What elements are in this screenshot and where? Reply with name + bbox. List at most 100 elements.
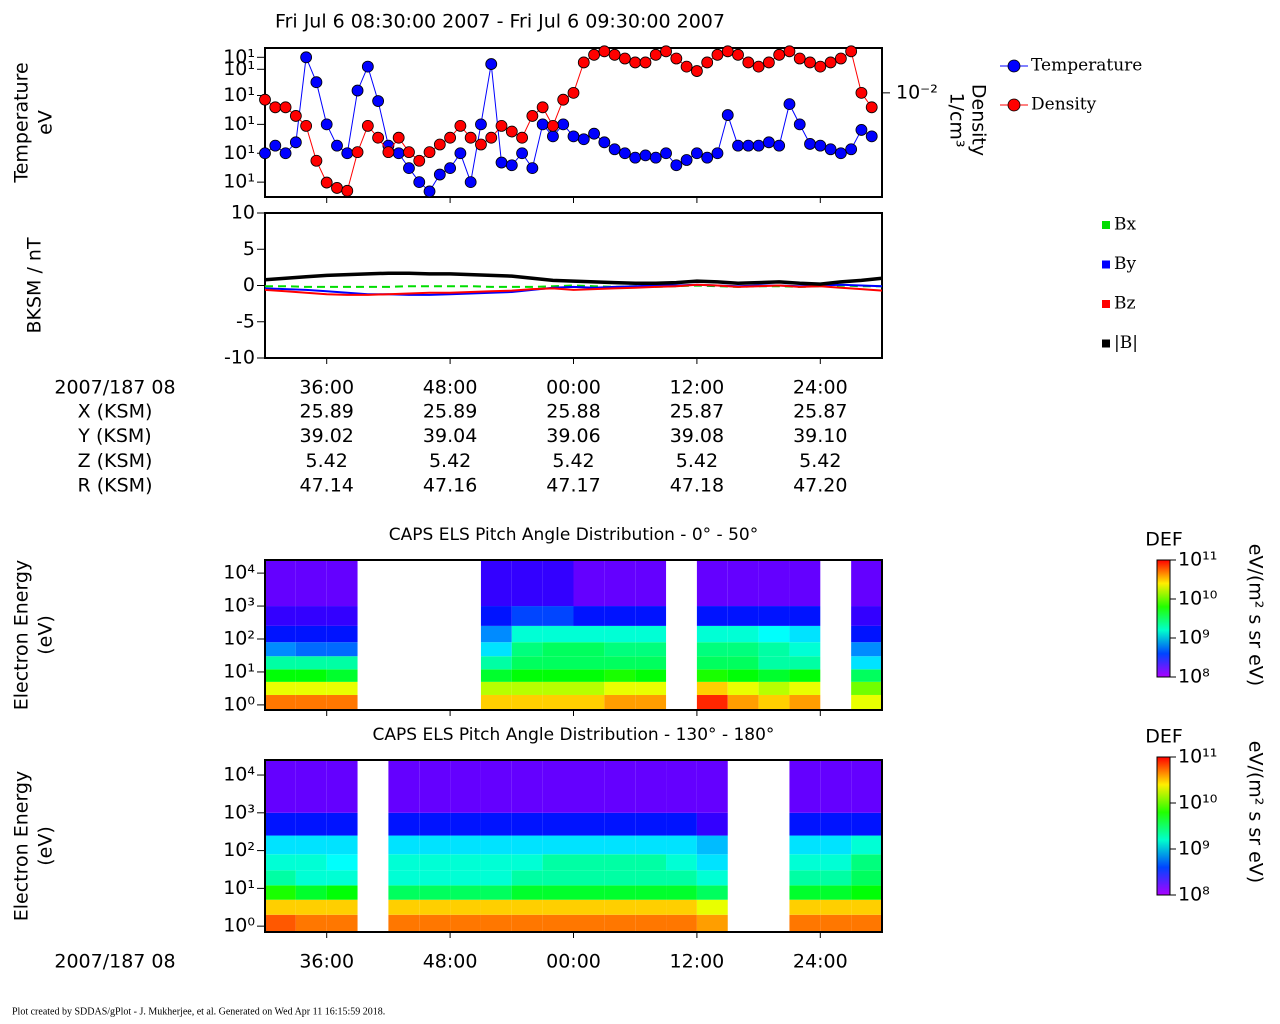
y-axis-label: Electron Energy [11,560,33,711]
data-point [701,151,714,164]
y-axis-label: (eV) [35,615,57,655]
heatmap-cell [696,694,728,710]
heatmap-cell [573,560,605,607]
heatmap-cell [388,899,420,915]
data-point [752,139,765,152]
heatmap-cell [265,914,296,932]
y-tick-label: 10¹ [223,877,255,899]
ephemeris-value: 5.42 [429,450,471,472]
heatmap-cell [666,760,697,813]
heatmap-cell [419,914,451,932]
ephemeris-value: 5.42 [306,450,348,472]
data-point [300,120,313,132]
y-tick-label: 0 [243,274,255,296]
heatmap-cell [480,606,512,626]
colorbar-tick-label: 10¹¹ [1178,746,1217,768]
heatmap-cell [573,681,605,695]
colorbar-units: eV/(m² s sr eV) [1245,544,1267,686]
heatmap-cell [295,870,327,886]
heatmap-cell [326,835,358,855]
heatmap-cell [542,885,574,900]
heatmap-cell [696,835,728,855]
data-point [310,154,323,167]
data-point [691,147,703,160]
y-axis-label: Temperature [11,62,33,183]
y-tick-label: 10⁰ [223,915,255,937]
heatmap-cell [666,812,697,836]
ephemeris-value: 39.02 [299,425,353,447]
heatmap-cell [573,914,605,932]
heatmap-cell [573,760,605,813]
heatmap-cell [450,885,481,900]
plot-title: Fri Jul 6 08:30:00 2007 - Fri Jul 6 09:3… [275,11,725,33]
heatmap-cell [604,656,636,670]
heatmap-cell [573,694,605,710]
data-point [269,139,282,152]
data-point [341,147,354,160]
heatmap-cell [604,760,636,813]
ephemeris-value: 47.14 [299,475,353,497]
heatmap-cell [758,681,790,695]
data-point [742,56,755,69]
data-point [680,154,693,166]
heatmap-cell [326,625,358,643]
heatmap-cell [635,606,667,626]
data-point [464,176,477,189]
heatmap-cell [789,854,821,871]
data-point [300,51,313,64]
heatmap-cell [604,870,636,886]
data-point [547,120,559,132]
data-point [423,185,436,198]
heatmap-cell [265,870,296,886]
heatmap-cell [820,885,852,900]
heatmap-cell [789,914,821,932]
data-point [639,149,652,162]
data-point [259,147,271,160]
heatmap-cell [419,760,451,813]
heatmap-cell [265,885,296,900]
heatmap-cell [789,835,821,855]
heatmap-cell [388,835,420,855]
colorbar-tick-label: 10¹⁰ [1178,588,1217,610]
data-point [495,156,508,169]
heatmap-cell [388,914,420,932]
data-point [269,101,282,114]
heatmap-cell [696,854,728,871]
data-point [732,48,744,61]
heatmap-cell [696,681,728,695]
ephemeris-value: 25.89 [423,401,477,423]
data-point [649,151,662,164]
heatmap-cell [604,835,636,855]
heatmap-cell [511,885,543,900]
heatmap-cell [635,656,667,670]
heatmap-cell [573,885,605,900]
heatmap-cell [727,656,759,670]
data-point [351,84,364,97]
heatmap-cell [265,560,296,607]
heatmap-cell [511,694,543,710]
heatmap-cell [326,681,358,695]
heatmap-cell [295,899,327,915]
heatmap-cell [820,854,852,871]
heatmap-cell [851,870,882,886]
data-point [495,120,508,132]
ephemeris-value: 39.04 [423,425,477,447]
heatmap-cell [635,914,667,932]
heatmap-cell [851,854,882,871]
data-point [454,147,467,160]
heatmap-cell [604,560,636,607]
heatmap-cell [604,694,636,710]
heatmap-cell [604,669,636,682]
heatmap-cell [789,885,821,900]
heatmap-cell [666,870,697,886]
heatmap-cell [696,760,728,813]
colorbar-tick-label: 10⁸ [1178,666,1210,688]
heatmap-cell [542,642,574,657]
heatmap-cell [511,835,543,855]
data-point [341,184,354,197]
y-tick-label: 10¹ [223,660,255,682]
heatmap-cell [696,606,728,626]
ephemeris-value: 47.17 [546,475,600,497]
heatmap-cell [265,681,296,695]
heatmap-cell [542,694,574,710]
